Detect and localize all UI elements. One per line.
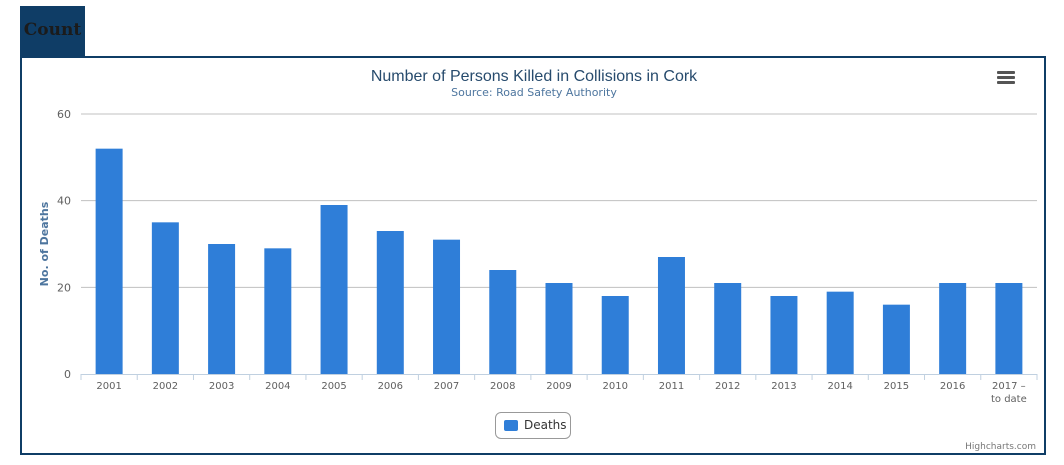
bar-2001[interactable] — [95, 148, 123, 374]
x-tick-label: 2005 — [321, 381, 346, 392]
legend-item-deaths[interactable]: Deaths — [495, 412, 571, 439]
x-tick-label: 2010 — [603, 381, 628, 392]
y-tick-label: 20 — [57, 281, 71, 294]
legend-label: Deaths — [524, 418, 567, 432]
y-axis-ticks: 0 20 40 60 — [57, 108, 71, 381]
x-tick-label: 2013 — [771, 381, 796, 392]
bar-2013[interactable] — [770, 296, 798, 374]
x-tick-label: 2008 — [490, 381, 515, 392]
y-tick-label: 40 — [57, 195, 71, 208]
bar-2005[interactable] — [320, 205, 348, 374]
y-axis-title: No. of Deaths — [38, 201, 51, 286]
bar-2012[interactable] — [714, 283, 742, 374]
x-tick-label: 2003 — [209, 381, 234, 392]
x-tick-label: 2016 — [940, 381, 965, 392]
x-tick-label: 2017 – to date — [991, 381, 1027, 405]
x-tick-label: 2006 — [378, 381, 403, 392]
y-tick-label: 60 — [57, 108, 71, 121]
bar-2009[interactable] — [545, 283, 573, 374]
bar-2002[interactable] — [151, 222, 179, 374]
count-tab[interactable]: Count — [20, 6, 85, 57]
chart-subtitle: Source: Road Safety Authority — [451, 86, 617, 99]
credits-link[interactable]: Highcharts.com — [965, 442, 1036, 452]
chart-container — [20, 56, 1046, 455]
x-tick-label: 2002 — [153, 381, 178, 392]
x-tick-label: 2009 — [546, 381, 571, 392]
x-tick-label: 2015 — [884, 381, 909, 392]
bar-2008[interactable] — [489, 270, 517, 374]
bar-2014[interactable] — [826, 291, 854, 374]
count-tab-label: Count — [23, 20, 82, 40]
x-tick-label: 2012 — [715, 381, 740, 392]
bar-2003[interactable] — [208, 244, 236, 374]
legend-swatch — [504, 420, 518, 431]
bar-series — [95, 148, 1023, 374]
bar-2004[interactable] — [264, 248, 292, 374]
x-tick-label: 2007 — [434, 381, 459, 392]
bar-2006[interactable] — [376, 231, 404, 374]
bar-2017[interactable] — [995, 283, 1023, 374]
x-tick-label: 2011 — [659, 381, 684, 392]
x-tick-label: 2014 — [827, 381, 852, 392]
bar-2011[interactable] — [657, 257, 685, 374]
bar-2015[interactable] — [882, 304, 910, 374]
x-tick-label: 2004 — [265, 381, 290, 392]
bar-2007[interactable] — [433, 239, 461, 374]
x-tick-label: 2001 — [96, 381, 121, 392]
bar-2016[interactable] — [939, 283, 967, 374]
bar-2010[interactable] — [601, 296, 629, 374]
x-axis: 2001 2002 2003 2004 2005 2006 2007 2008 2009 2010… — [80, 374, 1038, 405]
y-tick-label: 0 — [64, 368, 71, 381]
hamburger-menu-icon[interactable] — [997, 71, 1015, 85]
chart-title: Number of Persons Killed in Collisions i… — [371, 68, 698, 85]
